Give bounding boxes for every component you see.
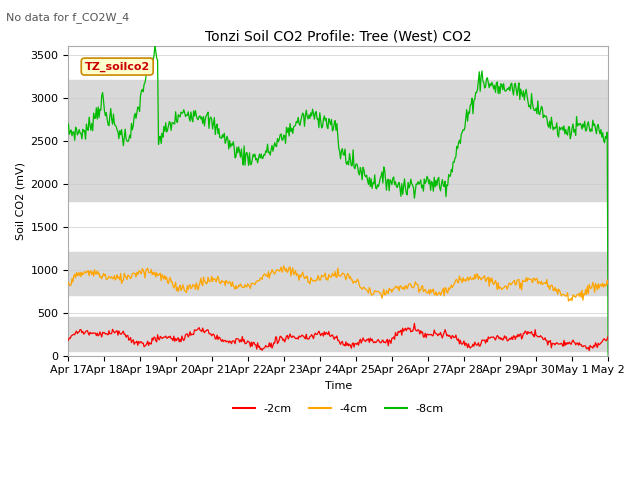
Title: Tonzi Soil CO2 Profile: Tree (West) CO2: Tonzi Soil CO2 Profile: Tree (West) CO2 xyxy=(205,29,472,43)
Text: No data for f_CO2W_4: No data for f_CO2W_4 xyxy=(6,12,130,23)
X-axis label: Time: Time xyxy=(324,381,352,391)
Bar xyxy=(68,252,608,295)
Y-axis label: Soil CO2 (mV): Soil CO2 (mV) xyxy=(15,162,25,240)
Text: TZ_soilco2: TZ_soilco2 xyxy=(84,61,150,72)
Bar xyxy=(68,317,608,351)
Bar xyxy=(68,80,608,201)
Legend: -2cm, -4cm, -8cm: -2cm, -4cm, -8cm xyxy=(228,399,448,418)
